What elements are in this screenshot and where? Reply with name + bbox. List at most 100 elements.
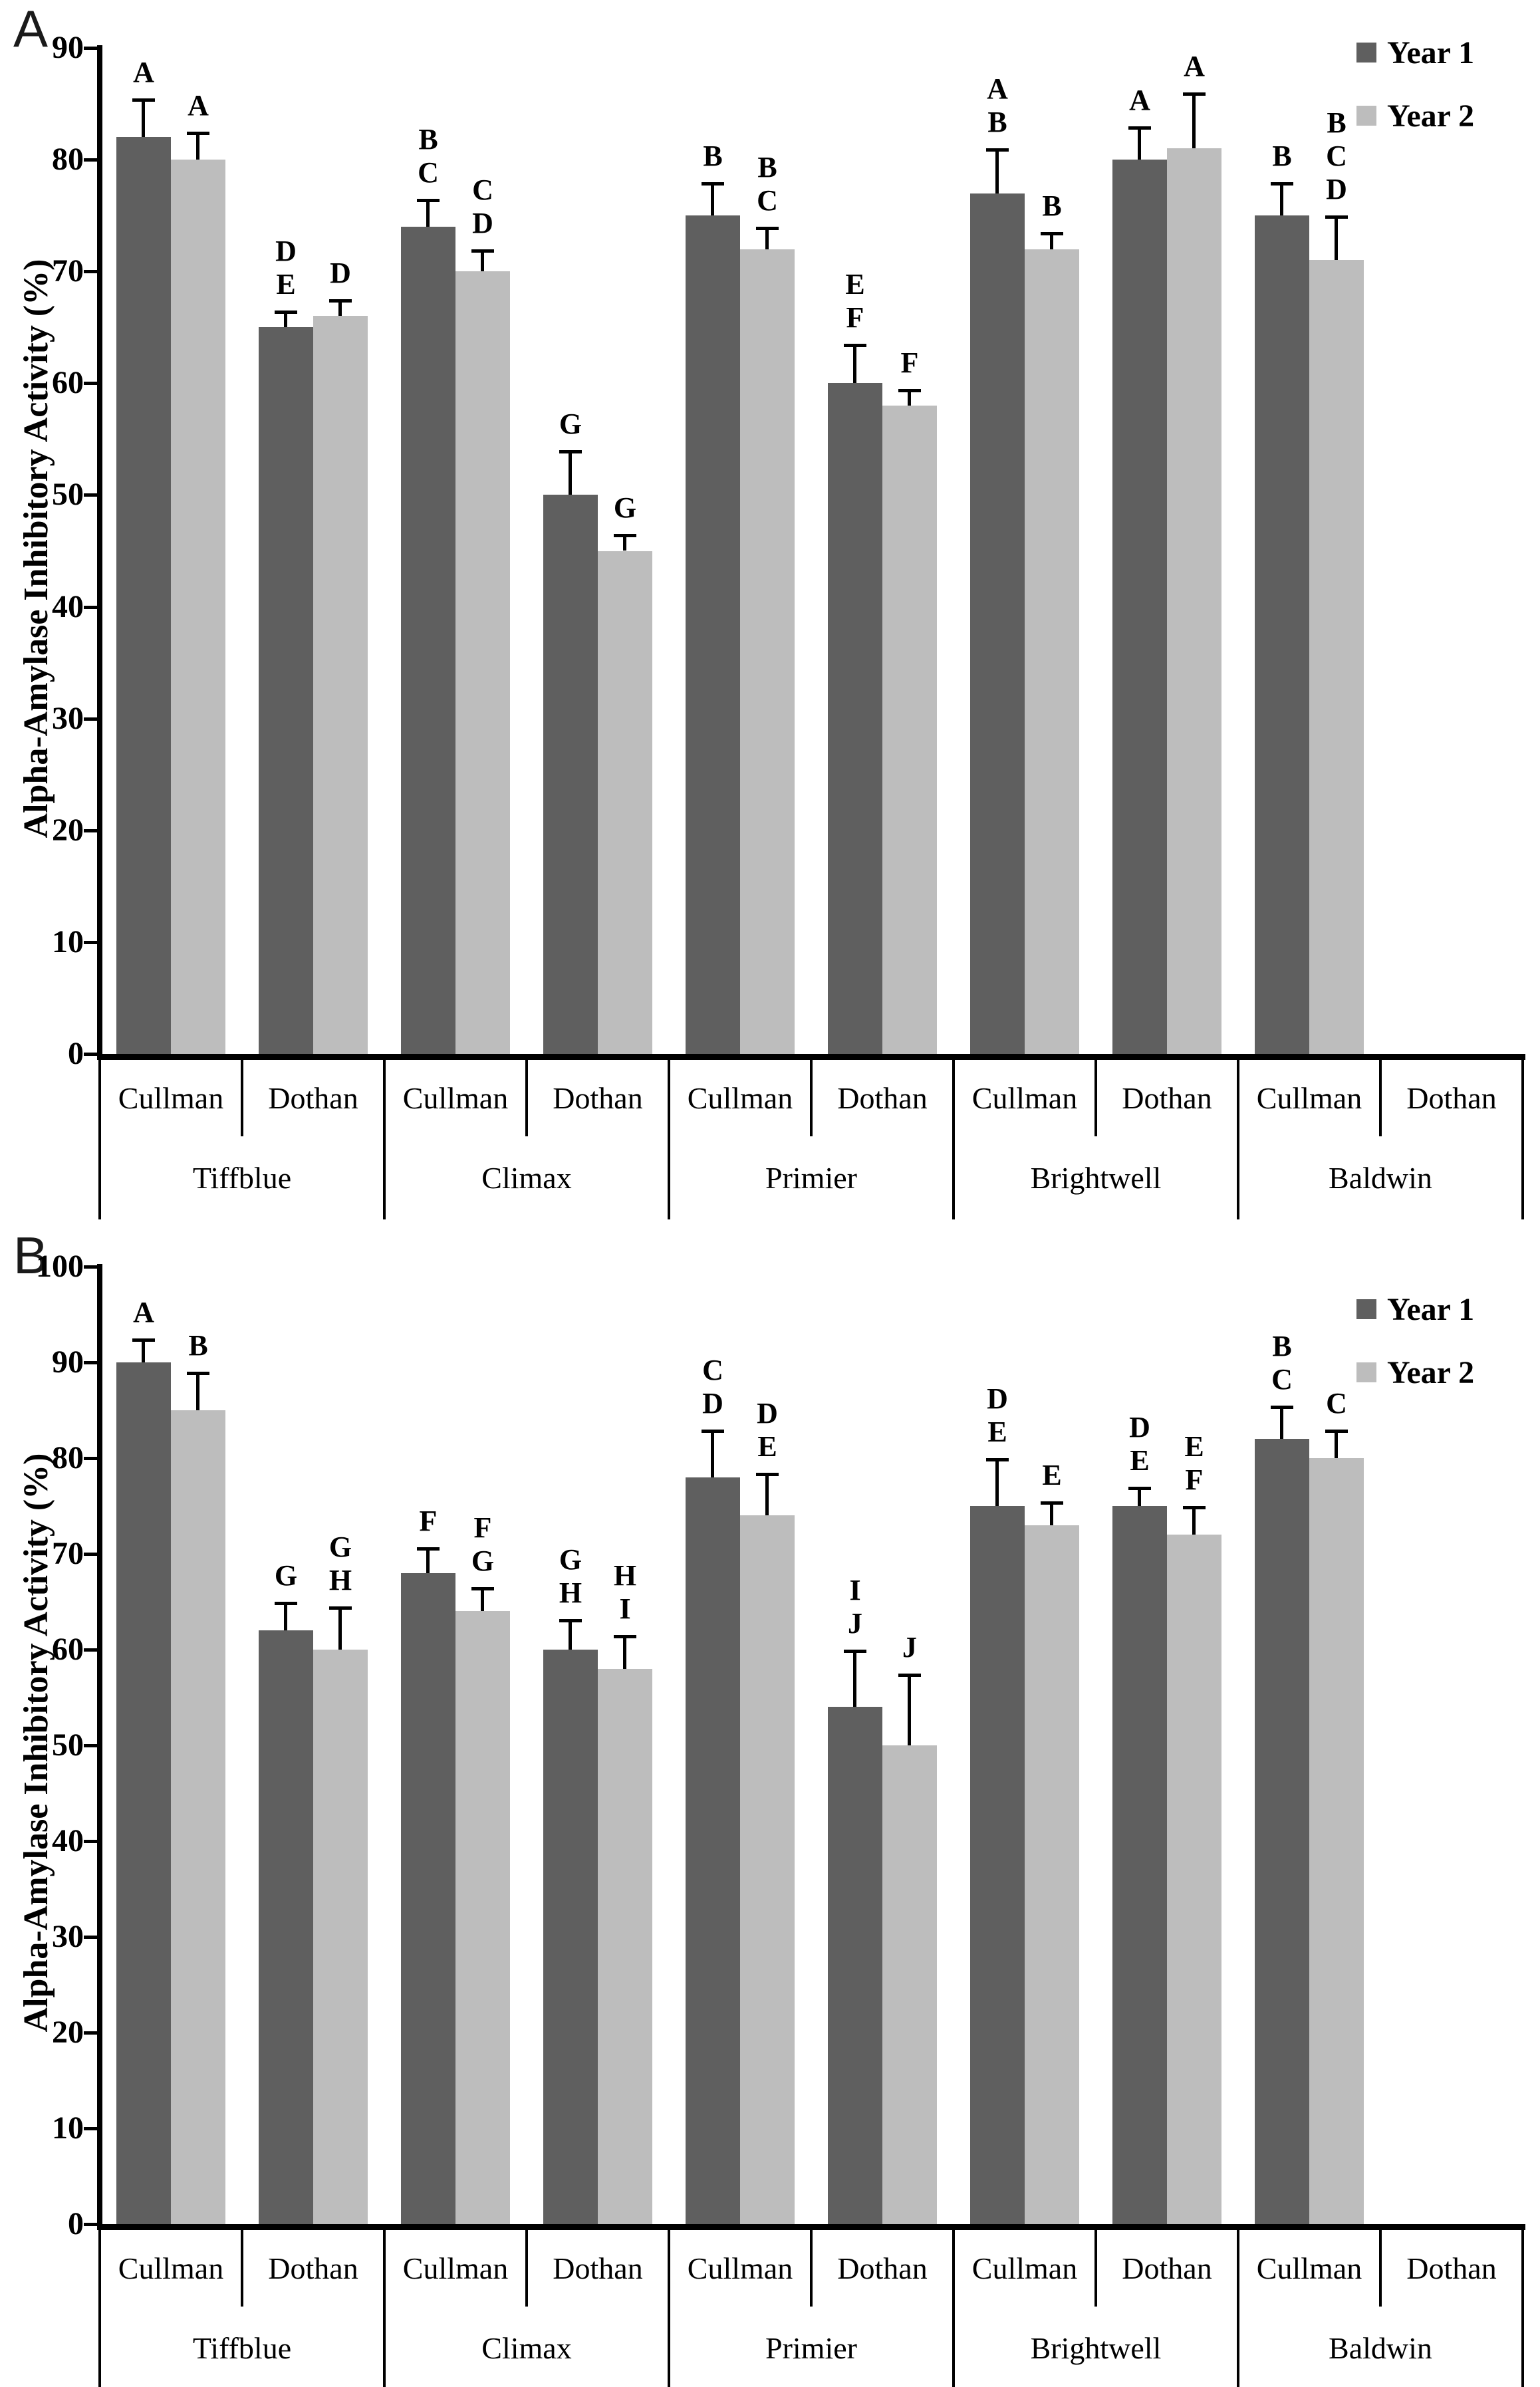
significance-letters: B (666, 140, 759, 173)
error-bar (275, 311, 297, 328)
bar-climax-dothan-year2 (598, 551, 652, 1054)
cultivar-label: Baldwin (1329, 2331, 1432, 2365)
location-label: Dothan (1406, 1081, 1497, 1115)
bar-tiffblue-dothan-year2 (313, 1650, 368, 2224)
significance-letter: D (275, 235, 297, 268)
legend-swatch (1356, 106, 1376, 126)
bar-baldwin-cullman-year1 (1255, 215, 1309, 1054)
legend-item-year2: Year 2 (1356, 96, 1529, 136)
legend-label: Year 1 (1387, 35, 1475, 70)
cultivar-label: Climax (481, 1161, 572, 1195)
error-bar (1128, 126, 1151, 160)
significance-letter: A (133, 1296, 154, 1328)
significance-letter: A (1129, 83, 1150, 116)
error-bar-stem (196, 132, 199, 160)
location-label: Dothan (1122, 2251, 1212, 2285)
error-bar-stem (1280, 1405, 1283, 1440)
error-bar (471, 249, 494, 272)
y-tick-label: 20 (52, 812, 84, 848)
error-bar-stem (1335, 215, 1338, 261)
location-label: Cullman (1256, 2251, 1362, 2285)
error-bar-stem (1138, 1487, 1141, 1506)
error-bar-stem (284, 1602, 287, 1631)
error-bar (756, 1472, 779, 1516)
error-bar (986, 1458, 1009, 1506)
cultivar-label: Tiffblue (192, 2331, 292, 2365)
cultivar-label: Baldwin (1329, 1161, 1432, 1195)
error-bar (1041, 1501, 1063, 1525)
legend-item-year2: Year 2 (1356, 1353, 1529, 1393)
error-bar-stem (426, 1547, 430, 1573)
y-tick-label: 50 (52, 1727, 84, 1763)
error-bar (132, 98, 155, 138)
error-bar-stem (623, 1635, 626, 1669)
bar-primier-dothan-year1 (828, 383, 882, 1054)
error-bar-stem (711, 182, 714, 216)
table-left-edge (98, 1060, 101, 1219)
bar-brightwell-dothan-year1 (1112, 1506, 1167, 2224)
location-label: Cullman (687, 2251, 793, 2285)
y-tick-label: 20 (52, 2015, 84, 2050)
error-bar (1183, 92, 1206, 149)
bar-climax-dothan-year1 (543, 1650, 598, 2224)
significance-letter: E (1184, 1430, 1204, 1463)
legend-item-year1: Year 1 (1356, 1290, 1529, 1330)
error-bar (275, 1602, 297, 1631)
significance-letter: H (613, 1559, 637, 1592)
significance-letter: B (1272, 1329, 1292, 1362)
error-bar-stem (481, 249, 484, 272)
bar-tiffblue-dothan-year1 (259, 1630, 313, 2224)
bar-primier-cullman-year2 (740, 249, 795, 1054)
table-right-edge (1521, 1060, 1524, 1219)
location-label: Dothan (553, 2251, 643, 2285)
y-tick-label: 10 (52, 924, 84, 959)
location-separator (241, 1060, 243, 1136)
significance-letter: E (1130, 1444, 1150, 1477)
significance-letter: A (188, 89, 209, 122)
bar-tiffblue-cullman-year1 (116, 137, 171, 1054)
error-bar (329, 1606, 352, 1650)
cultivar-separator (383, 1060, 386, 1219)
significance-letter: D (1129, 1411, 1150, 1444)
significance-letter: A (1184, 50, 1205, 83)
cultivar-separator (668, 1060, 670, 1219)
error-bar-stem (908, 388, 911, 406)
y-tick-mark (84, 1457, 100, 1460)
error-bar-stem (1192, 92, 1196, 149)
cultivar-separator (1237, 2230, 1239, 2387)
significance-letter: B (703, 139, 723, 172)
location-label: Cullman (402, 1081, 509, 1115)
significance-letter: D (330, 257, 351, 290)
error-bar (1271, 182, 1293, 216)
error-bar-stem (995, 148, 999, 193)
y-tick-label: 0 (68, 1036, 84, 1071)
significance-letter: C (1271, 1362, 1293, 1396)
y-tick-label: 100 (36, 1249, 84, 1284)
significance-letter: C (418, 156, 439, 189)
error-bar (898, 1674, 921, 1745)
table-left-edge (98, 2230, 101, 2387)
bar-tiffblue-cullman-year2 (171, 160, 225, 1054)
error-bar-stem (1138, 126, 1141, 160)
y-tick-mark (84, 717, 100, 721)
bar-brightwell-cullman-year1 (970, 1506, 1025, 2224)
significance-letter: A (987, 72, 1008, 106)
cultivar-separator (668, 2230, 670, 2387)
legend-label: Year 2 (1387, 1355, 1475, 1390)
significance-letter: F (473, 1511, 492, 1545)
cultivar-label: Climax (481, 2331, 572, 2365)
error-bar (986, 148, 1009, 193)
y-tick-mark (84, 270, 100, 274)
error-bar (756, 226, 779, 249)
significance-letter: B (1042, 189, 1062, 223)
location-label: Dothan (837, 2251, 928, 2285)
y-tick-label: 0 (68, 2206, 84, 2241)
location-label: Cullman (402, 2251, 509, 2285)
